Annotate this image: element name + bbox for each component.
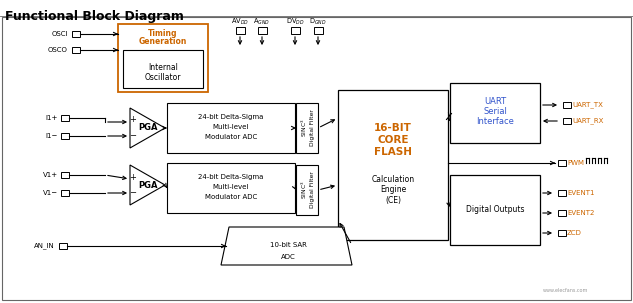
FancyBboxPatch shape (61, 115, 69, 121)
Text: A$_{GND}$: A$_{GND}$ (253, 17, 270, 27)
FancyBboxPatch shape (235, 26, 244, 34)
Text: Multi-level: Multi-level (213, 124, 249, 130)
Text: EVENT1: EVENT1 (567, 190, 594, 196)
Text: −: − (130, 132, 137, 141)
Text: PGA: PGA (138, 124, 158, 132)
Text: SINC$^3$
Digital Filter: SINC$^3$ Digital Filter (299, 171, 315, 208)
Text: OSCI: OSCI (51, 31, 68, 37)
Text: Engine: Engine (380, 185, 406, 195)
FancyBboxPatch shape (563, 118, 571, 124)
Text: CORE: CORE (377, 135, 409, 145)
FancyBboxPatch shape (72, 31, 80, 37)
Text: Generation: Generation (139, 38, 187, 46)
Text: Functional Block Diagram: Functional Block Diagram (5, 10, 184, 23)
Text: Modulator ADC: Modulator ADC (205, 194, 257, 200)
FancyBboxPatch shape (558, 210, 566, 216)
FancyBboxPatch shape (296, 103, 318, 153)
Text: PGA: PGA (138, 181, 158, 189)
Text: V1+: V1+ (43, 172, 58, 178)
FancyBboxPatch shape (72, 47, 80, 53)
FancyBboxPatch shape (291, 26, 299, 34)
FancyBboxPatch shape (61, 190, 69, 196)
FancyBboxPatch shape (558, 190, 566, 196)
FancyBboxPatch shape (558, 160, 566, 166)
Text: Modulator ADC: Modulator ADC (205, 134, 257, 140)
Text: UART: UART (484, 96, 506, 105)
Text: Digital Outputs: Digital Outputs (466, 205, 524, 215)
Text: Timing: Timing (148, 29, 178, 38)
Text: PWM: PWM (567, 160, 584, 166)
Text: Internal: Internal (148, 64, 178, 72)
Text: ZCD: ZCD (567, 230, 582, 236)
FancyBboxPatch shape (123, 50, 203, 88)
Text: Calculation: Calculation (372, 175, 415, 185)
Text: I1+: I1+ (46, 115, 58, 121)
Text: I1−: I1− (46, 133, 58, 139)
Text: 10-bit SAR: 10-bit SAR (270, 242, 306, 248)
Text: SINC$^3$
Digital Filter: SINC$^3$ Digital Filter (299, 110, 315, 146)
Text: UART_TX: UART_TX (572, 102, 603, 108)
Text: Multi-level: Multi-level (213, 184, 249, 190)
FancyBboxPatch shape (338, 90, 448, 240)
FancyBboxPatch shape (258, 26, 266, 34)
Text: UART_RX: UART_RX (572, 118, 603, 124)
FancyBboxPatch shape (61, 172, 69, 178)
FancyBboxPatch shape (450, 175, 540, 245)
Text: www.elecfans.com: www.elecfans.com (542, 288, 587, 292)
Text: −: − (130, 188, 137, 198)
Text: Oscillator: Oscillator (145, 72, 181, 82)
FancyBboxPatch shape (61, 133, 69, 139)
Text: FLASH: FLASH (374, 147, 412, 157)
Polygon shape (130, 108, 165, 148)
FancyBboxPatch shape (558, 230, 566, 236)
Text: Serial: Serial (483, 106, 507, 115)
FancyBboxPatch shape (167, 163, 295, 213)
FancyBboxPatch shape (313, 26, 322, 34)
Text: ADC: ADC (280, 254, 296, 260)
Text: V1−: V1− (43, 190, 58, 196)
Text: D$_{GND}$: D$_{GND}$ (309, 17, 327, 27)
Text: 24-bit Delta-Sigma: 24-bit Delta-Sigma (198, 114, 264, 120)
Text: AV$_{DD}$: AV$_{DD}$ (231, 17, 249, 27)
Polygon shape (130, 165, 165, 205)
Text: Interface: Interface (476, 116, 514, 125)
FancyBboxPatch shape (2, 17, 631, 300)
FancyBboxPatch shape (118, 24, 208, 92)
Polygon shape (221, 227, 352, 265)
Text: +: + (130, 115, 137, 125)
FancyBboxPatch shape (59, 243, 67, 249)
Text: DV$_{DD}$: DV$_{DD}$ (285, 17, 304, 27)
FancyBboxPatch shape (563, 102, 571, 108)
FancyBboxPatch shape (450, 83, 540, 143)
Text: AN_IN: AN_IN (34, 243, 55, 249)
FancyBboxPatch shape (224, 50, 562, 290)
Text: 16-BIT: 16-BIT (374, 123, 412, 133)
Text: (CE): (CE) (385, 195, 401, 205)
FancyBboxPatch shape (296, 165, 318, 215)
Text: EVENT2: EVENT2 (567, 210, 594, 216)
Text: +: + (130, 172, 137, 181)
Text: OSCO: OSCO (48, 47, 68, 53)
FancyBboxPatch shape (167, 103, 295, 153)
Text: 24-bit Delta-Sigma: 24-bit Delta-Sigma (198, 174, 264, 180)
